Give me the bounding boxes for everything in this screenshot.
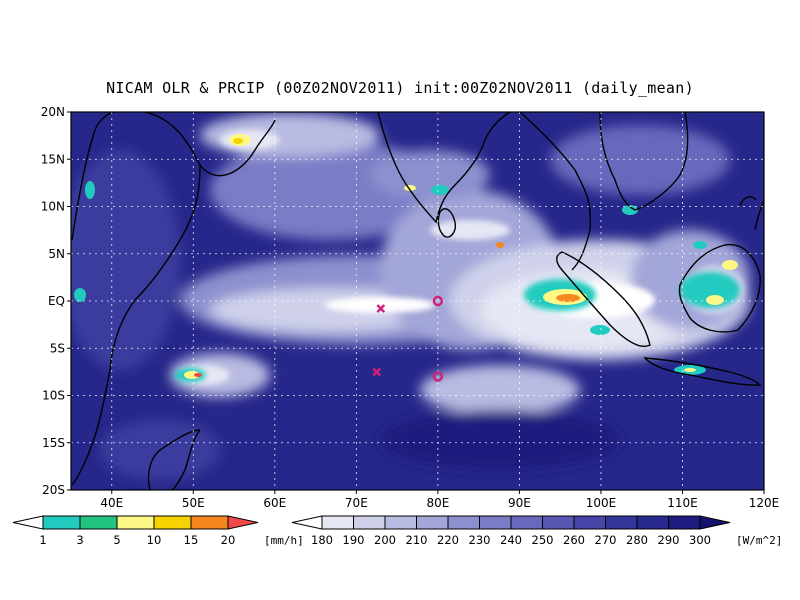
colorbar-label: 220 bbox=[437, 533, 459, 547]
colorbar-label: 190 bbox=[343, 533, 365, 547]
colorbar-low-arrow bbox=[291, 515, 323, 530]
colorbar-label: 270 bbox=[595, 533, 617, 547]
colorbar-bin bbox=[668, 515, 701, 530]
lon-tick-label: 110E bbox=[667, 496, 698, 510]
madagascar-coast bbox=[147, 429, 201, 490]
lat-tick-label: 5S bbox=[50, 341, 65, 355]
circle-mark bbox=[432, 371, 444, 382]
southeast-asia-coast bbox=[519, 112, 689, 271]
colorbar-high-arrow bbox=[699, 515, 731, 530]
markers bbox=[372, 295, 444, 382]
lat-tick-label: 10N bbox=[41, 200, 65, 214]
lon-tick-label: 100E bbox=[586, 496, 617, 510]
lon-tick-label: 90E bbox=[508, 496, 531, 510]
colorbar-bin bbox=[510, 515, 543, 530]
java-coast bbox=[643, 357, 762, 386]
colorbar-bin bbox=[636, 515, 669, 530]
colorbar-bin bbox=[416, 515, 449, 530]
colorbar-bin bbox=[42, 515, 81, 530]
africa-arabia-coast bbox=[71, 112, 276, 241]
colorbar-high-arrow bbox=[227, 515, 259, 530]
lon-tick-label: 120E bbox=[749, 496, 780, 510]
lon-tick-label: 70E bbox=[345, 496, 368, 510]
lat-tick-label: 15N bbox=[41, 152, 65, 166]
lon-tick-label: 50E bbox=[182, 496, 205, 510]
colorbar-label: 280 bbox=[626, 533, 648, 547]
colorbar-unit: [W/m^2] bbox=[736, 534, 782, 547]
colorbar-label: 240 bbox=[500, 533, 522, 547]
east-africa-coast bbox=[71, 164, 201, 486]
india-coast bbox=[377, 112, 511, 224]
grid-lines bbox=[71, 112, 764, 490]
colorbar-bin bbox=[605, 515, 638, 530]
sumatra-coast bbox=[556, 251, 651, 347]
lat-tick-label: 15S bbox=[42, 436, 65, 450]
colorbar-bin bbox=[573, 515, 606, 530]
colorbar-bin bbox=[542, 515, 575, 530]
colorbar-bin bbox=[79, 515, 118, 530]
colorbar-label: 5 bbox=[113, 533, 120, 547]
lon-axis: 40E 50E 60E 70E 80E 90E 100E 110E 120E bbox=[100, 490, 779, 510]
olr-field bbox=[71, 112, 764, 490]
sri-lanka-coast bbox=[437, 208, 457, 238]
colorbar-label: 180 bbox=[311, 533, 333, 547]
colorbar-label: 200 bbox=[374, 533, 396, 547]
lon-tick-label: 80E bbox=[426, 496, 449, 510]
colorbar-bin bbox=[116, 515, 155, 530]
colorbar-bin bbox=[153, 515, 192, 530]
colorbar-label: 210 bbox=[406, 533, 428, 547]
colorbar-bin bbox=[321, 515, 354, 530]
colorbar-bin bbox=[479, 515, 512, 530]
lat-tick-label: EQ bbox=[48, 294, 65, 308]
lat-tick-label: 20S bbox=[42, 483, 65, 497]
olr-colorbar: 180 190 200 210 220 230 240 250 260 270 280 290 300 [… bbox=[291, 515, 782, 547]
colorbar-low-arrow bbox=[12, 515, 44, 530]
colorbar-bin bbox=[384, 515, 417, 530]
lat-tick-label: 20N bbox=[41, 105, 65, 119]
circle-mark bbox=[432, 295, 444, 307]
lat-tick-label: 10S bbox=[42, 389, 65, 403]
colorbar-label: 300 bbox=[689, 533, 711, 547]
colorbar-label: 10 bbox=[147, 533, 162, 547]
colorbar-bin bbox=[447, 515, 480, 530]
colorbar-label: 20 bbox=[221, 533, 236, 547]
colorbar-unit: [mm/h] bbox=[264, 534, 304, 547]
lat-tick-label: 5N bbox=[48, 247, 65, 261]
lon-tick-label: 40E bbox=[100, 496, 123, 510]
map-title: NICAM OLR & PRCIP (00Z02NOV2011) init:00… bbox=[106, 79, 694, 97]
colorbar-bin bbox=[353, 515, 386, 530]
colorbar-label: 230 bbox=[469, 533, 491, 547]
colorbar-label: 290 bbox=[658, 533, 680, 547]
colorbar-label: 260 bbox=[563, 533, 585, 547]
lat-axis: 20N 15N 10N 5N EQ 5S 10S 15S 20S bbox=[41, 105, 71, 497]
colorbar-label: 250 bbox=[532, 533, 554, 547]
x-mark bbox=[372, 367, 382, 377]
precip-field bbox=[74, 134, 740, 382]
precip-colorbar: 1 3 5 10 15 20 [mm/h] bbox=[12, 515, 304, 547]
colorbar-label: 15 bbox=[184, 533, 199, 547]
colorbar-label: 3 bbox=[76, 533, 83, 547]
colorbar-label: 1 bbox=[39, 533, 46, 547]
lon-tick-label: 60E bbox=[263, 496, 286, 510]
coastlines bbox=[71, 112, 764, 490]
colorbar-bin bbox=[190, 515, 229, 530]
x-mark bbox=[376, 304, 386, 313]
